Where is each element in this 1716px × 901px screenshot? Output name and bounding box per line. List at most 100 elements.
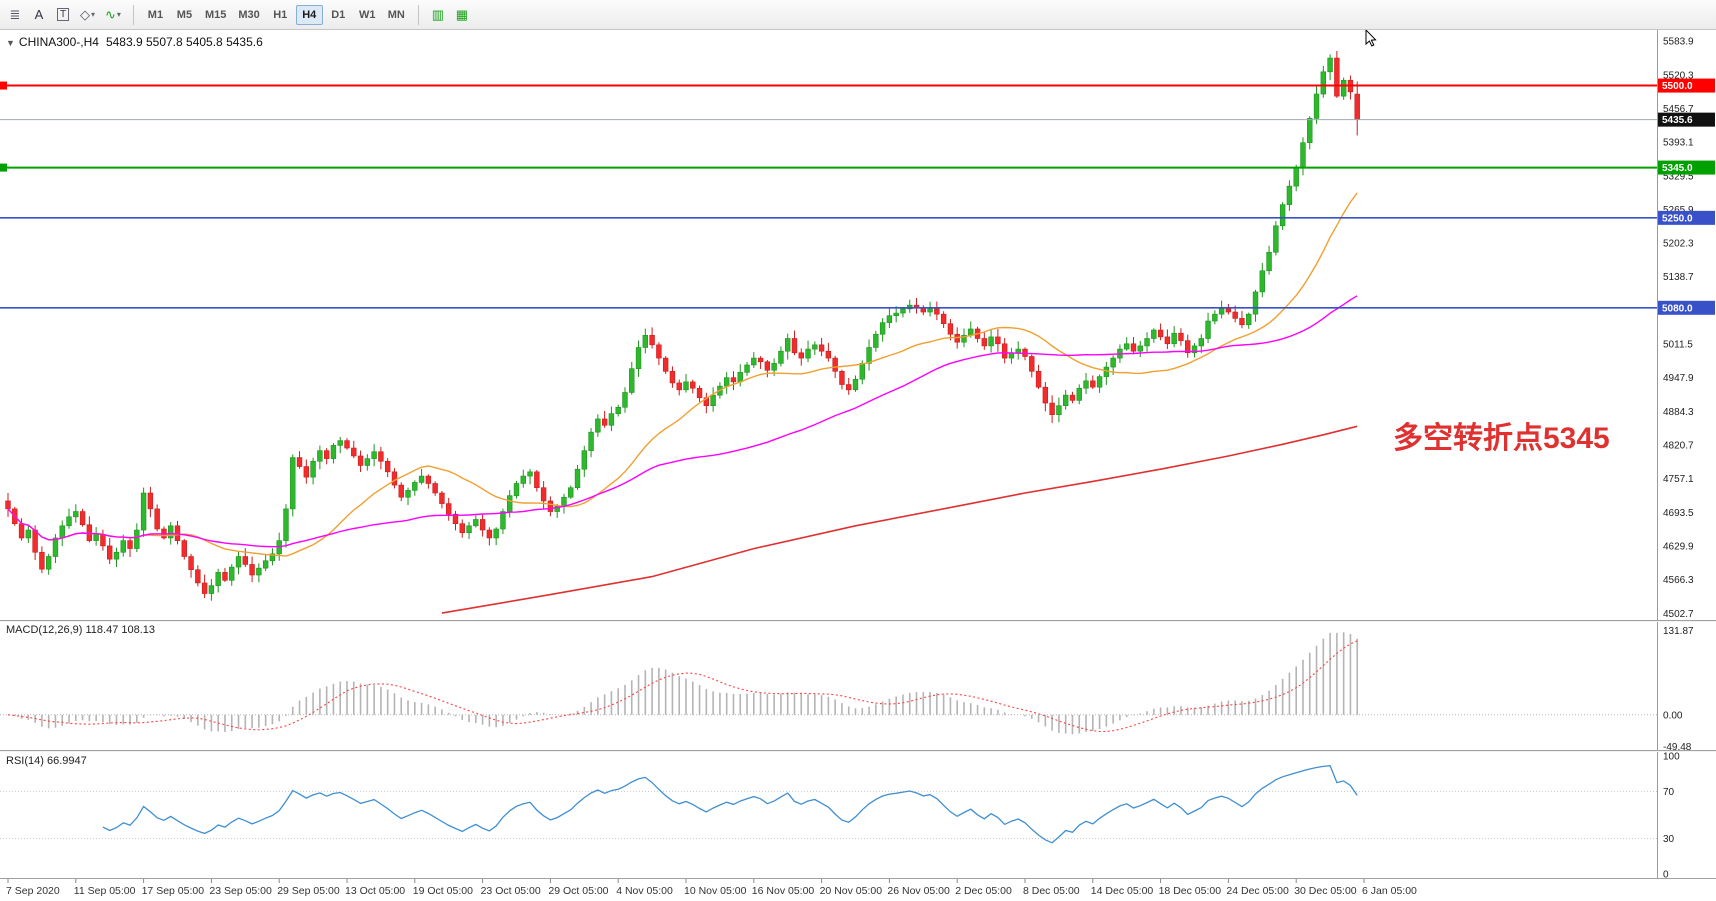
bar-chart-type-icon: ▥ bbox=[431, 6, 444, 22]
price-box bbox=[1658, 210, 1715, 225]
time-scale[interactable]: 7 Sep 2020 11 Sep 05:00 17 Sep 05:00 23 Sep… bbox=[6, 879, 1417, 897]
toolbar: ≣ A T ◇ ▾ ∿ ▾ M1 M5 M15 M30 H1 H4 D1 W1 MN ▥ ▦ bbox=[0, 0, 1716, 30]
toolbar-tools-group: ≣ A T ◇ ▾ ∿ ▾ bbox=[4, 4, 125, 26]
timeframe-w1[interactable]: W1 bbox=[354, 5, 381, 25]
macd-axis-label: 0.00 bbox=[1663, 710, 1683, 721]
time-label: 6 Jan 05:00 bbox=[1362, 885, 1417, 897]
text-label-button[interactable]: T bbox=[52, 4, 74, 26]
time-label: 23 Sep 05:00 bbox=[209, 885, 272, 897]
rsi-axis-label: 30 bbox=[1663, 834, 1675, 845]
timeframe-d1[interactable]: D1 bbox=[325, 5, 352, 25]
time-label: 29 Oct 05:00 bbox=[548, 885, 608, 897]
time-label: 14 Dec 05:00 bbox=[1091, 885, 1154, 897]
macd-name: MACD(12,26,9) bbox=[6, 624, 83, 636]
hline-left-marker[interactable] bbox=[0, 81, 7, 90]
price-tick-label: 4566.3 bbox=[1663, 575, 1694, 586]
rsi-axis-label: 100 bbox=[1663, 752, 1680, 763]
candles-layer bbox=[5, 51, 1360, 601]
chart-annotation: 多空转折点5345 bbox=[1393, 422, 1610, 455]
timeframe-m1[interactable]: M1 bbox=[142, 5, 169, 25]
price-tick-label: 5138.7 bbox=[1663, 272, 1694, 283]
macd-axis-label: 131.87 bbox=[1663, 626, 1694, 637]
price-box bbox=[1658, 112, 1715, 127]
text-annotation-button[interactable]: A bbox=[28, 4, 50, 26]
dropdown-caret-icon: ▾ bbox=[116, 10, 121, 19]
horizontal-lines-layer[interactable] bbox=[0, 28, 1658, 309]
price-box-label: 5250.0 bbox=[1662, 213, 1693, 224]
chart-window-icon: ≣ bbox=[9, 6, 21, 22]
price-tick-label: 5329.5 bbox=[1663, 171, 1694, 182]
time-label: 20 Nov 05:00 bbox=[820, 885, 883, 897]
price-scale[interactable]: 5583.9 5520.3 5456.7 5393.1 5329.5 5265.9 5202… bbox=[1657, 30, 1716, 881]
price-box bbox=[1658, 78, 1715, 93]
time-label: 24 Dec 05:00 bbox=[1226, 885, 1289, 897]
chart-window-button[interactable]: ≣ bbox=[4, 4, 26, 26]
chart-ohlc-values: 5483.9 5507.8 5405.8 5435.6 bbox=[105, 35, 263, 49]
text-annotation-icon: A bbox=[34, 7, 44, 22]
chart-symbol-timeframe: CHINA300-,H4 bbox=[18, 35, 99, 49]
price-tick-label: 5265.9 bbox=[1663, 205, 1694, 216]
timeframe-h1[interactable]: H1 bbox=[267, 5, 294, 25]
ma-medium-line bbox=[7, 295, 1358, 548]
time-label: 18 Dec 05:00 bbox=[1159, 885, 1222, 897]
rsi-line bbox=[102, 765, 1358, 844]
price-tick-label: 4820.7 bbox=[1663, 441, 1694, 452]
toolbar-right-group: ▥ ▦ bbox=[427, 4, 473, 26]
price-tick-label: 5202.3 bbox=[1663, 239, 1694, 250]
candles-chart-type-button[interactable]: ▦ bbox=[451, 4, 473, 26]
price-tick-label: 5456.7 bbox=[1663, 104, 1694, 115]
indicator-panels bbox=[0, 620, 1716, 879]
time-label: 11 Sep 05:00 bbox=[74, 885, 136, 897]
hline-left-marker[interactable] bbox=[0, 163, 7, 172]
price-box-label: 5080.0 bbox=[1662, 303, 1693, 314]
shapes-tool-button[interactable]: ◇ ▾ bbox=[76, 4, 99, 26]
macd-values: 118.47 108.13 bbox=[85, 624, 156, 636]
price-tick-label: 5583.9 bbox=[1663, 37, 1694, 48]
collapse-chart-icon[interactable]: ▼ bbox=[6, 38, 15, 48]
price-tick-label: 5520.3 bbox=[1663, 70, 1694, 81]
mouse-cursor bbox=[1365, 28, 1377, 47]
dropdown-caret-icon: ▾ bbox=[91, 10, 96, 19]
timeframe-toolbar: M1 M5 M15 M30 H1 H4 D1 W1 MN bbox=[142, 4, 410, 25]
price-box-label: 5435.6 bbox=[1662, 115, 1693, 126]
line-studies-icon: ∿ bbox=[105, 6, 116, 22]
timeframe-mn[interactable]: MN bbox=[383, 5, 410, 25]
price-box-label: 5500.0 bbox=[1662, 81, 1693, 92]
price-tick-label: 4757.1 bbox=[1663, 474, 1694, 485]
ma-slow-line bbox=[441, 425, 1358, 614]
time-label: 23 Oct 05:00 bbox=[481, 885, 541, 897]
rsi-axis-label: 70 bbox=[1663, 787, 1675, 798]
chart-title: ▼ CHINA300-,H4 5483.9 5507.8 5405.8 5435.6 bbox=[6, 35, 263, 49]
ma-fast-line bbox=[7, 192, 1358, 557]
time-label: 7 Sep 2020 bbox=[6, 885, 60, 897]
price-box bbox=[1658, 160, 1715, 175]
price-tick-label: 4502.7 bbox=[1663, 609, 1694, 620]
bar-chart-type-button[interactable]: ▥ bbox=[427, 4, 449, 26]
price-tick-label: 4693.5 bbox=[1663, 508, 1694, 519]
time-label: 29 Sep 05:00 bbox=[277, 885, 340, 897]
timeframe-m15[interactable]: M15 bbox=[200, 5, 231, 25]
time-label: 4 Nov 05:00 bbox=[616, 885, 673, 897]
toolbar-separator bbox=[417, 4, 419, 25]
timeframe-m30[interactable]: M30 bbox=[233, 5, 264, 25]
time-label: 26 Nov 05:00 bbox=[887, 885, 950, 897]
line-studies-button[interactable]: ∿ ▾ bbox=[101, 4, 125, 26]
toolbar-separator bbox=[132, 4, 134, 25]
price-box-label: 5345.0 bbox=[1662, 163, 1693, 174]
price-tick-label: 5393.1 bbox=[1663, 138, 1694, 149]
rsi-axis-label: 0 bbox=[1663, 870, 1669, 881]
timeframe-m5[interactable]: M5 bbox=[171, 5, 198, 25]
macd-axis-label: -49.48 bbox=[1663, 742, 1692, 753]
time-label: 8 Dec 05:00 bbox=[1023, 885, 1080, 897]
price-tick-label: 4629.9 bbox=[1663, 541, 1694, 552]
time-label: 19 Oct 05:00 bbox=[413, 885, 473, 897]
price-tick-label: 4884.3 bbox=[1663, 407, 1694, 418]
price-tick-label: 5011.5 bbox=[1663, 340, 1693, 351]
rsi-value: 66.9947 bbox=[46, 755, 87, 767]
rsi-label: RSI(14) 66.9947 bbox=[6, 755, 87, 767]
time-label: 13 Oct 05:00 bbox=[345, 885, 405, 897]
timeframe-h4[interactable]: H4 bbox=[295, 4, 323, 25]
macd-signal-line bbox=[7, 640, 1358, 733]
shapes-tool-icon: ◇ bbox=[80, 6, 90, 22]
